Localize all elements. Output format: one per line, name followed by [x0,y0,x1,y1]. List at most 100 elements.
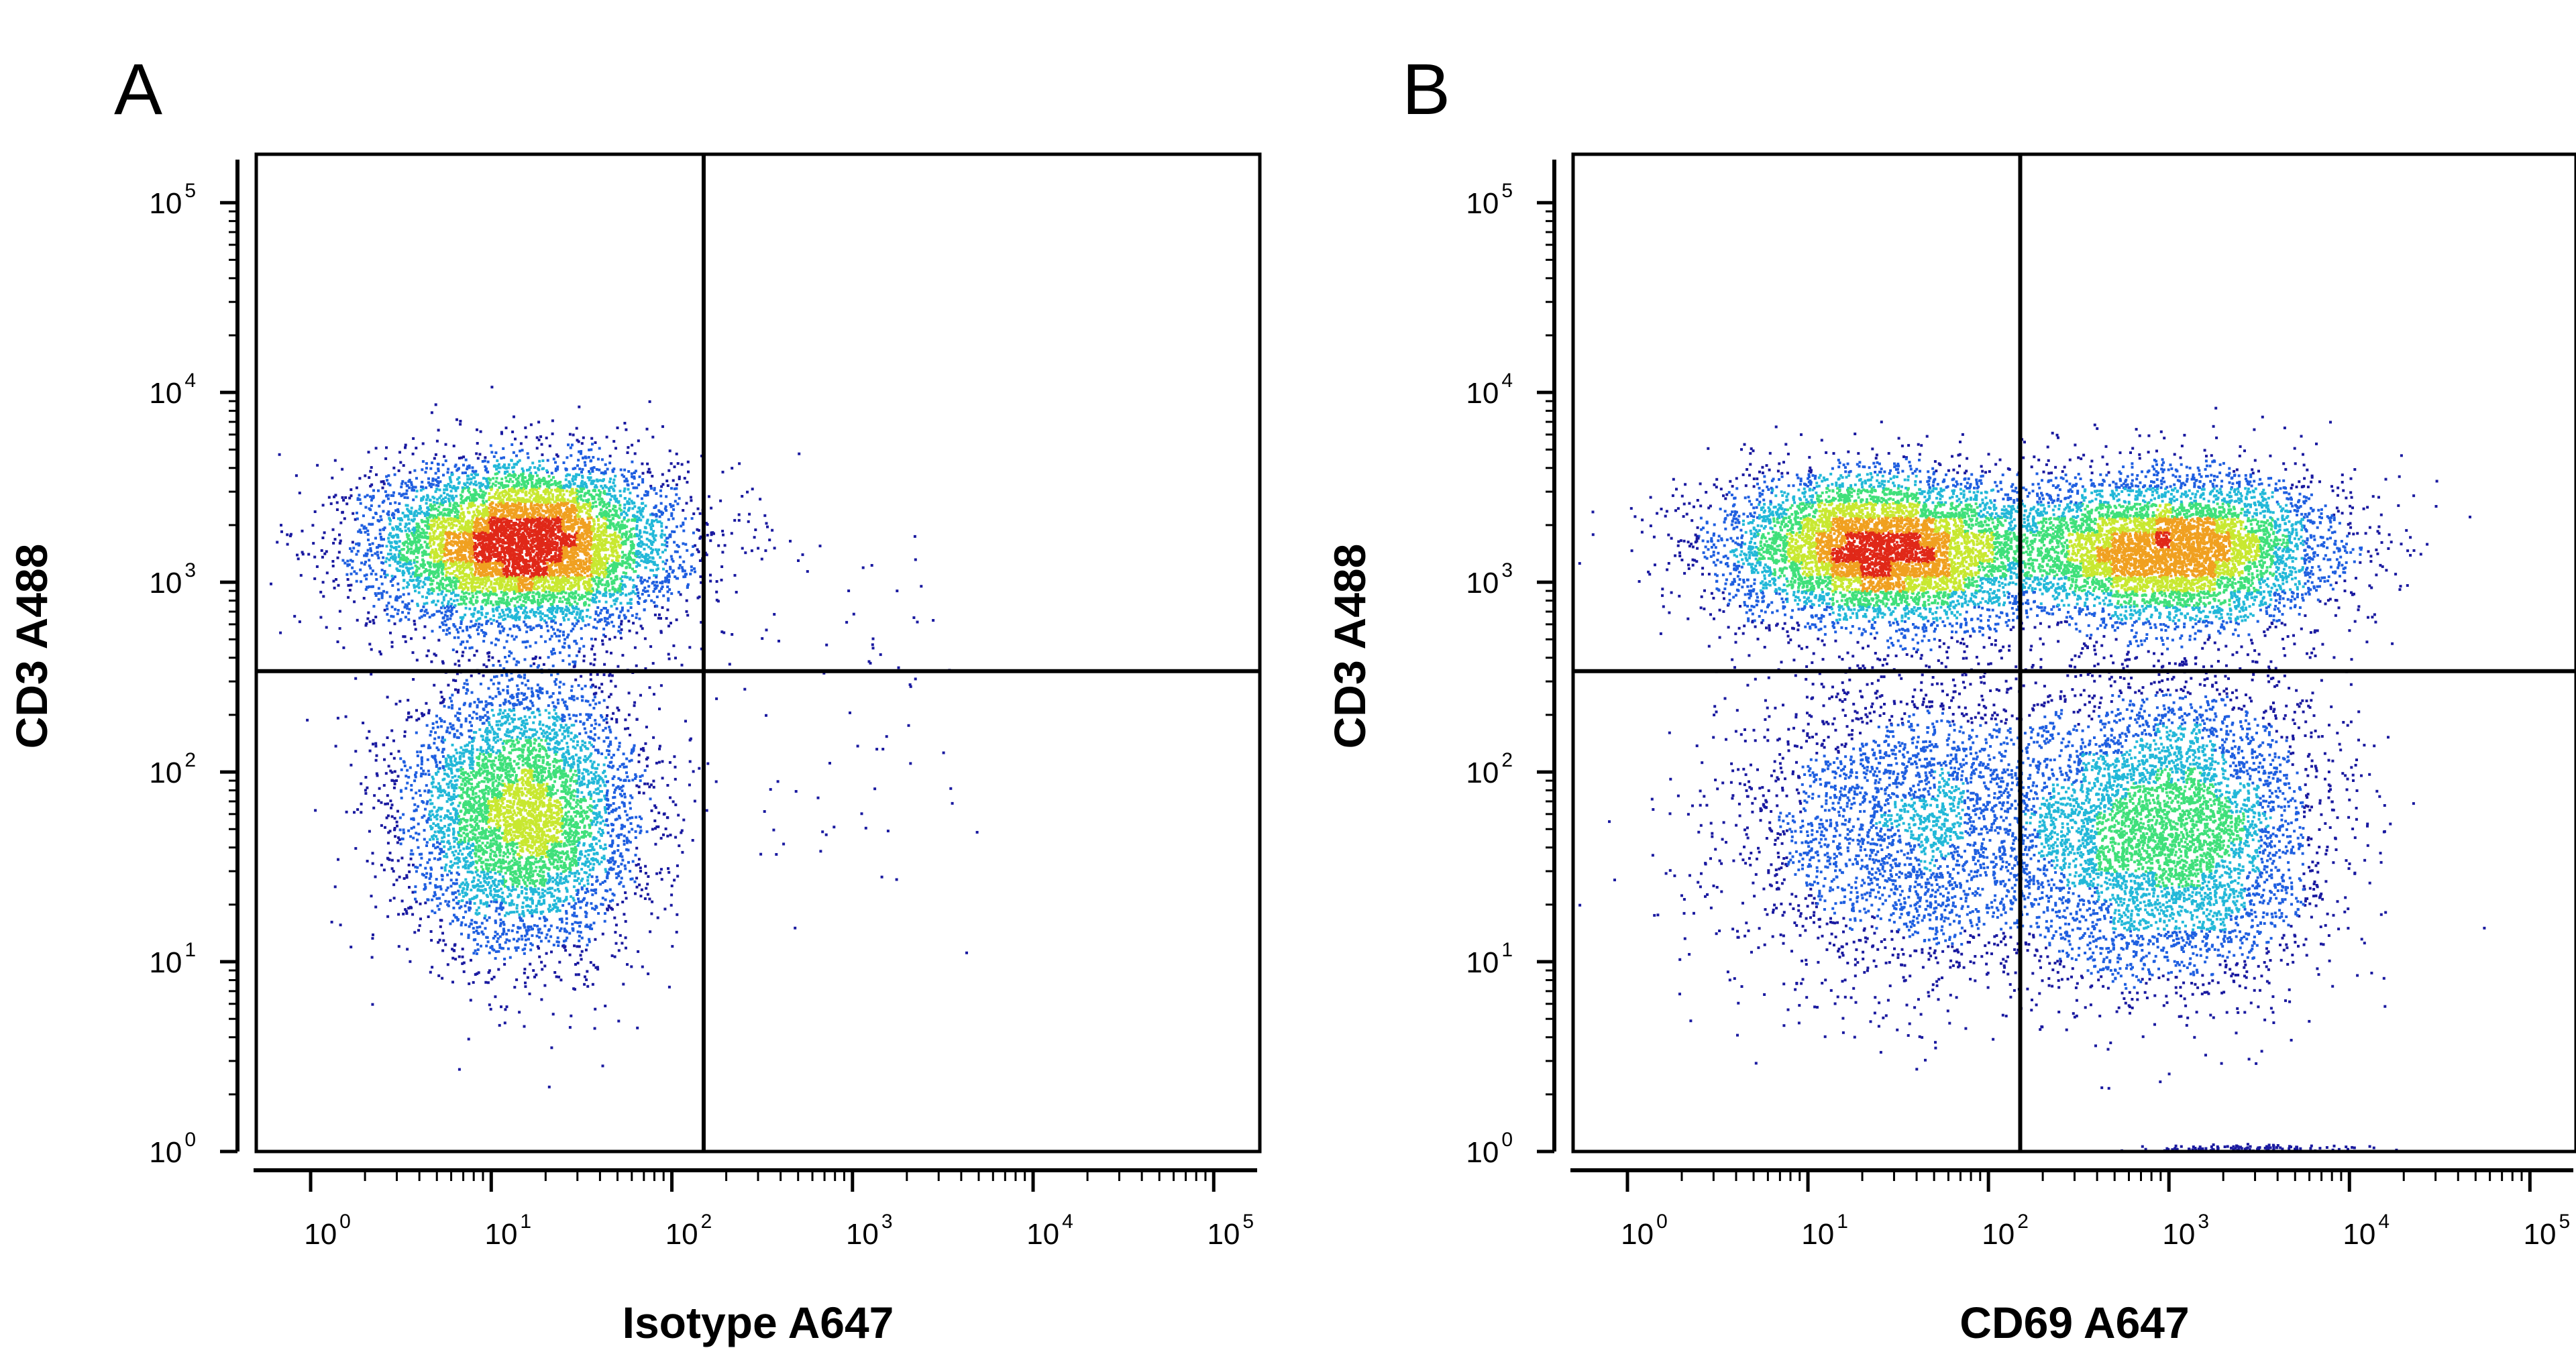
data-point [577,578,580,581]
data-point [625,428,628,431]
data-point [459,494,462,497]
data-point [453,636,456,639]
data-point [413,620,416,623]
data-point [437,638,441,642]
data-point [415,565,419,569]
data-point [347,563,351,567]
data-point [627,553,631,557]
data-point [402,571,406,575]
data-point [527,456,530,459]
data-point [280,524,282,527]
data-point [621,587,624,591]
data-point [553,632,556,635]
data-point [576,611,579,614]
data-point [693,567,696,570]
data-point [584,545,588,548]
data-point [447,626,451,630]
data-point [504,532,508,535]
data-point [612,624,615,628]
data-point [621,551,624,554]
data-point [574,607,578,610]
data-point [610,537,613,541]
data-point [473,545,476,549]
data-point [597,489,600,492]
data-point [608,615,611,618]
data-point [472,596,475,599]
data-point [535,592,538,596]
data-point [545,598,548,601]
data-point [352,547,356,550]
data-point [406,496,409,500]
data-point [481,569,484,572]
data-point [332,541,335,545]
data-point [632,561,635,564]
data-point [366,617,370,620]
data-point [562,461,566,464]
data-point [600,514,603,516]
data-point [472,573,476,577]
data-point [578,405,581,408]
data-point [364,474,367,478]
data-point [458,535,462,539]
data-point [438,626,441,628]
data-point [479,430,482,433]
data-point [421,488,425,491]
data-point [676,550,679,553]
data-point [555,587,558,590]
data-point [574,475,578,478]
data-point [477,538,480,541]
data-point [416,560,419,563]
data-point [604,523,608,526]
data-point [423,514,427,517]
data-point [502,569,505,573]
data-point [441,463,445,467]
data-point [608,455,612,457]
data-point [521,594,524,597]
data-point [659,581,662,584]
data-point [584,463,587,467]
data-point [569,446,572,449]
data-point [511,634,514,638]
data-point [612,440,616,443]
data-point [529,558,532,561]
data-point [437,584,441,587]
data-point [614,539,618,542]
data-point [630,532,633,536]
data-point [437,586,441,589]
data-point [473,624,476,627]
data-point [460,586,463,589]
data-point [594,548,598,551]
data-point [614,474,617,478]
data-point [442,587,445,590]
data-point [462,592,466,595]
data-point [385,494,388,498]
data-point [449,583,453,587]
data-point [437,565,441,569]
data-point [358,528,362,532]
data-point [502,520,506,524]
data-point [619,589,622,593]
data-point [350,583,353,587]
data-point [596,620,600,624]
data-point [548,510,551,514]
data-point [404,525,407,528]
data-point [577,526,580,529]
data-point [514,437,517,441]
data-point [608,592,612,596]
data-point [604,569,607,573]
data-point [492,604,495,607]
data-point [504,494,507,497]
data-point [388,558,391,561]
data-point [619,508,623,512]
data-point [649,569,653,572]
data-point [443,620,447,623]
data-point [582,499,585,502]
data-point [431,579,435,582]
data-point [408,522,411,525]
data-point [530,502,533,505]
data-point [358,543,361,547]
data-point [470,473,474,476]
data-point [396,528,399,530]
data-point [667,579,670,582]
data-point [682,560,686,563]
